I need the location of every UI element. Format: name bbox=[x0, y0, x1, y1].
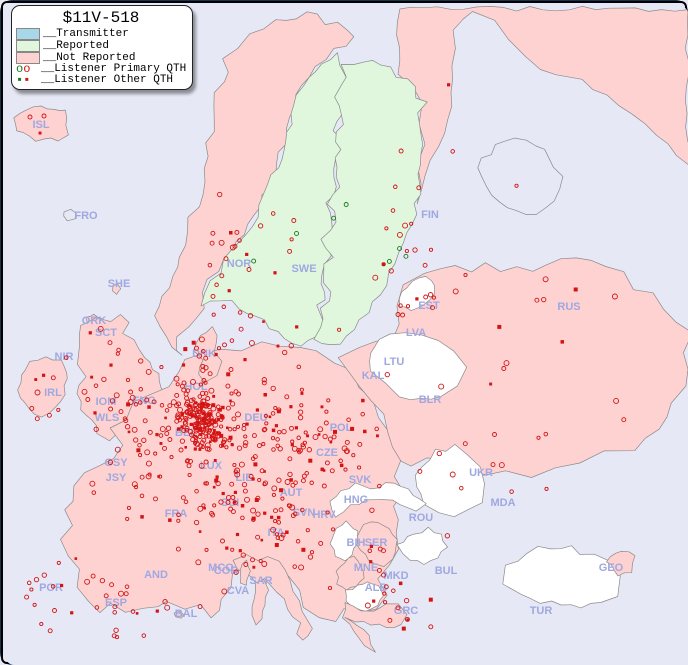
svg-text:ROU: ROU bbox=[409, 512, 434, 524]
svg-text:RUS: RUS bbox=[557, 301, 580, 313]
svg-text:MKD: MKD bbox=[383, 570, 408, 582]
svg-text:LUX: LUX bbox=[200, 460, 223, 472]
svg-text:ESP: ESP bbox=[105, 597, 127, 609]
svg-text:HRV: HRV bbox=[312, 509, 336, 521]
svg-text:MDA: MDA bbox=[490, 497, 515, 509]
svg-text:FRA: FRA bbox=[165, 508, 188, 520]
svg-text:BAL: BAL bbox=[175, 608, 198, 620]
svg-text:BLR: BLR bbox=[419, 394, 442, 406]
svg-text:EST: EST bbox=[418, 300, 440, 312]
svg-text:POR: POR bbox=[39, 582, 63, 594]
svg-text:HNG: HNG bbox=[344, 494, 368, 506]
svg-text:FRO: FRO bbox=[74, 210, 98, 222]
svg-text:NIR: NIR bbox=[55, 351, 74, 363]
svg-text:MCO: MCO bbox=[208, 562, 234, 574]
svg-text:SVK: SVK bbox=[349, 474, 372, 486]
svg-text:ORK: ORK bbox=[82, 315, 107, 327]
svg-text:BIH: BIH bbox=[347, 537, 366, 549]
svg-text:SAR: SAR bbox=[249, 575, 272, 587]
svg-text:GEO: GEO bbox=[599, 562, 624, 574]
svg-text:IRL: IRL bbox=[44, 387, 62, 399]
svg-text:AND: AND bbox=[144, 569, 168, 581]
svg-text:FIN: FIN bbox=[421, 209, 439, 221]
svg-text:MNE: MNE bbox=[354, 562, 378, 574]
svg-text:DEU: DEU bbox=[244, 412, 267, 424]
svg-text:CVA: CVA bbox=[227, 585, 249, 597]
svg-text:UKR: UKR bbox=[469, 467, 493, 479]
svg-text:ISL: ISL bbox=[32, 119, 49, 131]
svg-text:KAL: KAL bbox=[362, 370, 385, 382]
svg-text:SHE: SHE bbox=[108, 278, 131, 290]
svg-text:BUL: BUL bbox=[435, 565, 458, 577]
svg-text:CZE: CZE bbox=[316, 447, 338, 459]
svg-text:SWE: SWE bbox=[291, 263, 316, 275]
svg-text:WLS: WLS bbox=[95, 412, 119, 424]
svg-text:GRC: GRC bbox=[394, 605, 419, 617]
svg-text:IOM: IOM bbox=[96, 396, 117, 408]
svg-text:LVA: LVA bbox=[406, 327, 426, 339]
svg-text:JSY: JSY bbox=[106, 472, 127, 484]
svg-text:LTU: LTU bbox=[384, 356, 405, 368]
svg-text:SER: SER bbox=[365, 537, 388, 549]
svg-text:TUR: TUR bbox=[530, 605, 553, 617]
